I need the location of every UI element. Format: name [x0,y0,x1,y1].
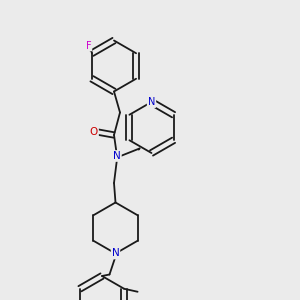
Text: F: F [86,41,92,51]
Text: N: N [113,151,121,161]
Text: N: N [148,97,155,107]
Text: N: N [112,248,119,259]
Text: O: O [90,127,98,137]
